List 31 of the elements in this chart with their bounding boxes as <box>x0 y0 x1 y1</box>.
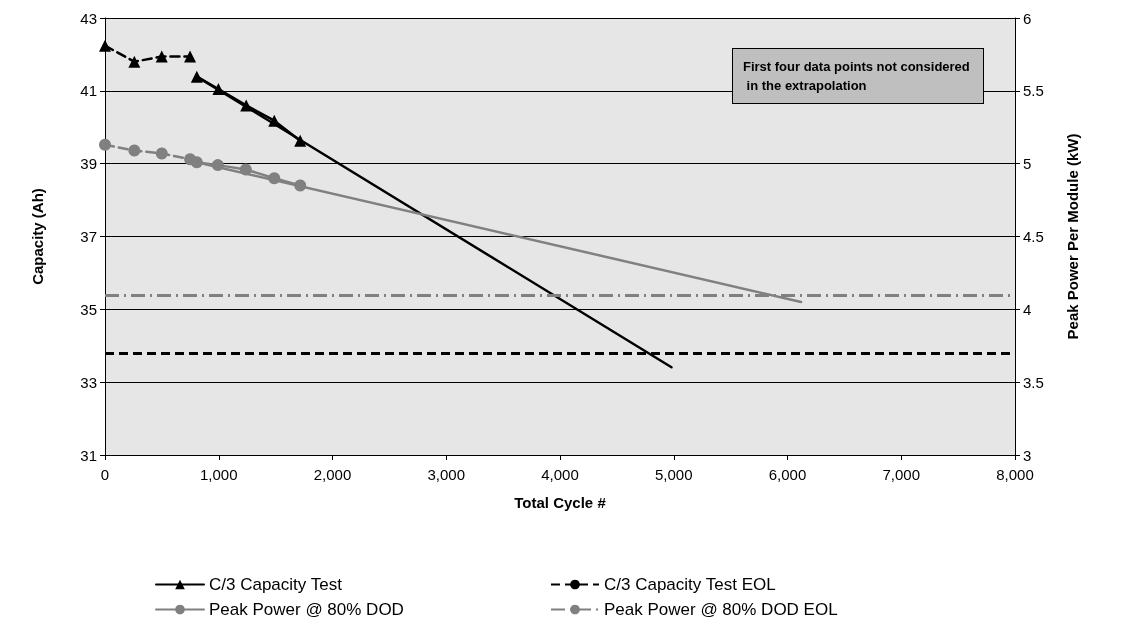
y2-tick-label: 4.5 <box>1023 228 1044 245</box>
x-tick-label: 3,000 <box>427 466 466 483</box>
x-tick-label: 2,000 <box>313 466 352 483</box>
y-tick-label: 33 <box>80 373 97 391</box>
y-tick-label: 37 <box>80 228 97 245</box>
y2-tick-label: 3.5 <box>1023 373 1044 391</box>
legend-label: Peak Power @ 80% DOD EOL <box>604 600 838 619</box>
y-tick-label: 43 <box>80 9 97 27</box>
y2-tick-label: 4 <box>1023 300 1032 318</box>
x-tick-label: 1,000 <box>199 466 238 483</box>
x-tick-label: 7,000 <box>882 466 921 483</box>
legend-label: C/3 Capacity Test <box>209 575 343 594</box>
x-tick-label: 0 <box>100 466 110 483</box>
y2-tick-label: 5.5 <box>1023 82 1044 100</box>
x-tick-label: 5,000 <box>654 466 693 483</box>
legend-label: Peak Power @ 80% DOD <box>209 600 404 619</box>
x-tick-label: 8,000 <box>996 466 1034 483</box>
y-tick-label: 35 <box>80 300 97 318</box>
y2-tick-label: 5 <box>1023 155 1032 173</box>
y2-tick-label: 3 <box>1023 446 1032 464</box>
y-tick-label: 31 <box>80 446 97 464</box>
y-axis-title: Capacity (Ah) <box>29 188 46 285</box>
legend-label: C/3 Capacity Test EOL <box>604 575 776 594</box>
annotation: First four data points not considered in the extrapolation <box>743 59 970 93</box>
y2-axis-title: Peak Power Per Module (kW) <box>1064 133 1081 340</box>
x-axis-title: Total Cycle # <box>514 494 607 511</box>
y2-tick-label: 6 <box>1023 9 1032 27</box>
x-tick-label: 4,000 <box>541 466 579 483</box>
y-tick-label: 39 <box>80 155 97 173</box>
x-tick-label: 6,000 <box>768 466 807 483</box>
y-tick-label: 41 <box>80 82 97 100</box>
